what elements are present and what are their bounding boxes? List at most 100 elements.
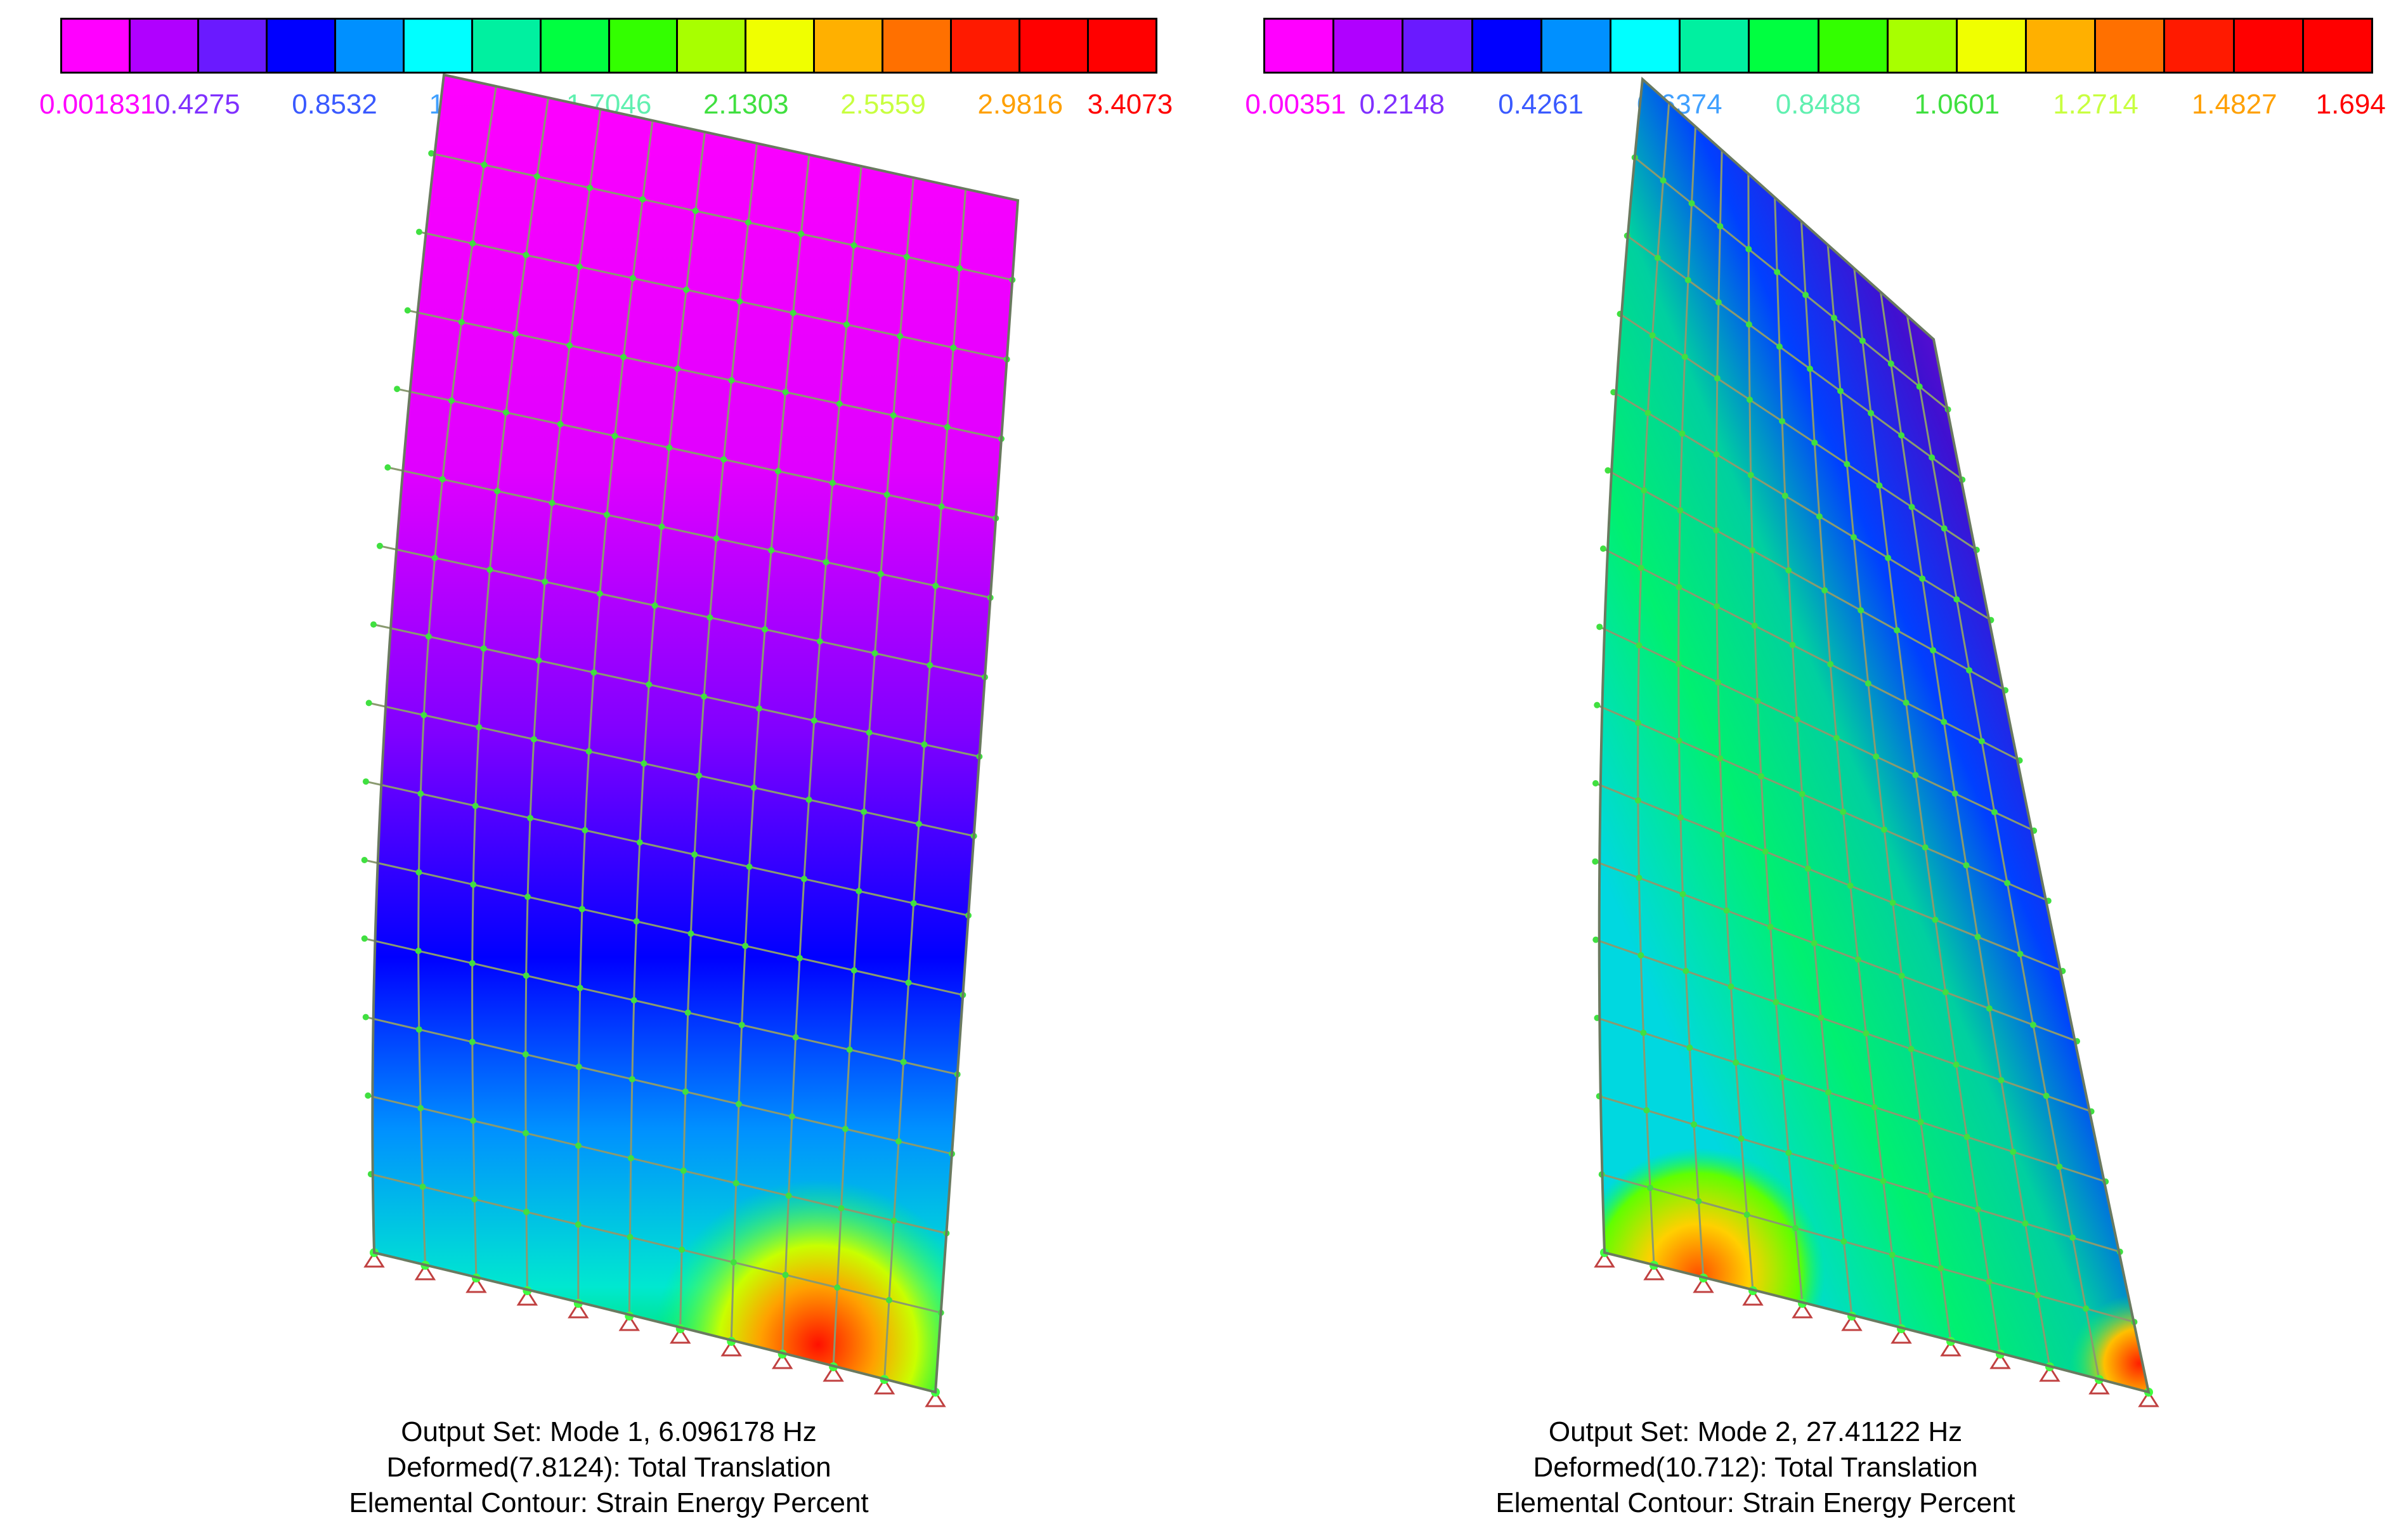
mesh-node [790,310,797,316]
mesh-node [1637,564,1644,571]
mesh-node [469,240,476,247]
legend-swatch [1819,20,1889,72]
mesh-node [1837,388,1844,395]
mesh-node [1903,699,1910,706]
contour-text: Elemental Contour: Strain Energy Percent [349,1487,869,1518]
mesh-node [1873,753,1880,760]
mesh-node [1728,983,1734,990]
mesh-node [750,784,757,791]
mesh-node [533,173,540,180]
mesh-node [575,1142,582,1149]
mesh-node [810,717,817,724]
mesh-line [832,177,914,1367]
mesh-node [2034,1292,2041,1299]
mesh-node [1941,719,1948,726]
mesh-node [419,1184,426,1190]
mesh-node [696,772,703,779]
mesh-node [1691,1121,1698,1128]
mesh-node [782,389,789,396]
mesh-node [1885,554,1892,561]
legend-swatch [2096,20,2166,72]
mesh-node [877,571,884,577]
legend-swatch [815,20,884,72]
mode-2-caption: Output Set: Mode 2, 27.41122 Hz Deformed… [1438,1414,2073,1521]
mesh-node [796,955,803,962]
mesh-node [800,875,807,882]
mesh-node [2010,1149,2017,1156]
mesh-node [1880,1178,1887,1185]
mesh-node [1978,738,1985,745]
mesh-node [472,802,479,809]
legend-swatch [1473,20,1542,72]
support-marker [516,1289,538,1306]
mesh-node [1688,200,1695,207]
mode-1-panel: 0.0018310.42750.85321.27891.70462.13032.… [39,18,1173,1518]
mesh-node [1793,716,1800,723]
mesh-node [415,948,422,955]
mesh-line [1601,1173,2135,1323]
mesh-node [829,479,836,486]
mesh-node [2004,880,2011,887]
mesh-node [1898,432,1905,439]
mesh-node [1785,567,1792,574]
mesh-node [1767,923,1774,930]
mesh-node [576,263,583,270]
mesh-node [1804,865,1811,872]
mesh-node [950,344,957,351]
support-marker [669,1327,691,1344]
mesh-line [1594,860,2078,1043]
mesh-line [1595,939,2092,1112]
mesh-node [1937,1265,1944,1272]
mesh-node [843,321,850,328]
mesh-node [476,724,483,731]
mesh-node [1908,1045,1915,1052]
mesh-node [542,578,549,585]
mesh-node [470,1117,477,1124]
mesh-node [361,935,368,942]
mesh-node [557,421,564,427]
mesh-node [2043,1092,2050,1099]
mesh-node [895,1138,902,1145]
mesh-node [691,851,698,858]
mesh-node [1889,899,1896,906]
mesh-node [1912,772,1919,779]
mesh-node [641,760,648,767]
mesh-node [792,1034,799,1041]
mesh-node [1986,1278,1993,1285]
mesh-line [1906,315,2100,1380]
mesh-node [603,511,610,518]
mesh-node [682,1088,689,1095]
legend-swatch [472,20,542,72]
mesh-node [846,1047,853,1053]
mesh-line [365,1016,953,1155]
mesh-node [658,523,665,530]
legend-swatch [678,20,747,72]
output-set-text: Output Set: Mode 1, 6.096178 Hz [401,1416,817,1447]
mesh-node [1676,584,1682,590]
mesh-node [755,705,762,712]
mesh-node [683,286,690,293]
mesh-node [1636,642,1643,649]
legend-swatch [1089,20,1155,72]
legend-tick-label: 0.001831 [39,89,156,120]
mesh-line [370,1173,942,1314]
mesh-node [861,809,868,815]
legend-tick-label: 0.8488 [1775,89,1861,120]
mesh-node [782,1272,789,1279]
mesh-node [903,254,910,260]
mesh-node [738,1022,745,1029]
mesh-node [927,662,934,668]
legend-tick-label: 1.694 [2315,89,2386,120]
mesh-node [1747,472,1754,478]
support-marker [363,1251,385,1268]
legend-swatch [1957,20,2027,72]
mesh-node [921,741,928,748]
output-set-text: Output Set: Mode 2, 27.41122 Hz [1548,1416,1963,1447]
mesh-node [1941,525,1948,532]
mesh-node [768,547,775,554]
mesh-node [428,150,435,157]
legend-tick-label: 1.2714 [2053,89,2138,120]
mesh-node [1871,1104,1878,1111]
mesh-node [633,918,640,925]
mesh-node [590,669,597,676]
